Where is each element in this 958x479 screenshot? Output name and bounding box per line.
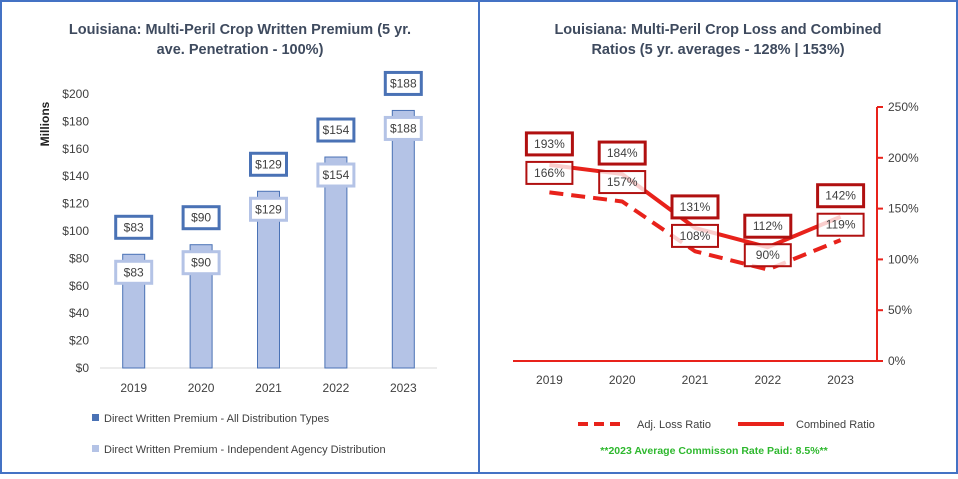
data-label-box: [383, 115, 423, 141]
ratio-chart-title-line1: Louisiana: Multi-Peril Crop Loss and Com…: [554, 22, 881, 38]
y-tick-label: $100: [62, 224, 89, 238]
ratio-chart-title-line2: Ratios (5 yr. averages - 128% | 153%): [591, 42, 844, 58]
x-tick-label: 2022: [323, 381, 350, 395]
premium-chart-x-axis: 2019 2020 2021 2022 2023: [120, 381, 417, 395]
data-label-independent-agency: $154: [323, 168, 350, 182]
premium-chart-title-line2: ave. Penetration - 100%): [157, 42, 324, 58]
data-label-box: [816, 212, 865, 237]
y-tick-label: $0: [76, 361, 90, 375]
premium-chart-title-line1: Louisiana: Multi-Peril Crop Written Prem…: [69, 22, 411, 38]
data-label-all-distribution: $90: [191, 211, 211, 225]
x-tick-label: 2022: [754, 373, 781, 387]
x-tick-label: 2019: [536, 373, 563, 387]
data-label-independent-agency: $83: [124, 265, 144, 279]
data-label-box: [816, 183, 866, 209]
data-label-adj-loss-ratio: 108%: [680, 229, 711, 243]
premium-bar: [257, 190, 280, 369]
data-label-box: [524, 131, 574, 157]
data-label-box: [743, 213, 793, 239]
data-label-box: [383, 70, 423, 96]
legend-swatch-all-distribution: [92, 414, 99, 421]
data-label-box: [525, 160, 574, 185]
data-label-combined-ratio: 112%: [753, 219, 783, 233]
data-label-box: [598, 170, 647, 195]
x-tick-label: 2021: [682, 373, 709, 387]
data-label-combined-ratio: 131%: [680, 200, 711, 214]
data-label-box: [316, 162, 356, 188]
y-tick-label: 200%: [888, 151, 919, 165]
y-tick-label: $80: [69, 251, 89, 265]
y-tick-label: 50%: [888, 303, 912, 317]
premium-chart-data-labels: $83 $83 $90 $90 $129 $129 $154 $154 $188 $188: [114, 70, 423, 285]
data-label-combined-ratio: 184%: [607, 146, 638, 160]
data-label-adj-loss-ratio: 90%: [756, 248, 780, 262]
data-label-combined-ratio: 142%: [825, 189, 856, 203]
premium-bar: [391, 109, 415, 369]
premium-bar: [324, 156, 348, 369]
y-tick-label: 150%: [888, 202, 919, 216]
data-label-box: [114, 214, 154, 240]
y-tick-label: $180: [62, 114, 89, 128]
data-label-box: [316, 117, 356, 143]
legend-swatch-independent-agency: [92, 445, 99, 452]
ratio-chart-data-labels: 193% 166% 184% 157% 131% 108% 112% 90% 142% 119%: [524, 131, 866, 268]
data-label-box: [743, 243, 792, 268]
data-label-box: [249, 196, 288, 222]
legend-label-adj-loss-ratio: Adj. Loss Ratio: [637, 419, 711, 431]
data-label-all-distribution: $188: [390, 76, 417, 90]
data-label-independent-agency: $90: [191, 256, 211, 270]
data-label-independent-agency: $129: [255, 202, 282, 216]
data-label-all-distribution: $154: [323, 123, 350, 137]
y-tick-label: $60: [69, 279, 89, 293]
premium-bar: [189, 244, 213, 369]
x-tick-label: 2020: [188, 381, 215, 395]
data-label-combined-ratio: 193%: [534, 137, 565, 151]
ratio-chart: Louisiana: Multi-Peril Crop Loss and Com…: [513, 22, 919, 457]
data-label-box: [597, 140, 647, 166]
adj-loss-ratio-line: [549, 190, 842, 272]
x-tick-label: 2023: [390, 381, 417, 395]
data-label-box: [670, 194, 720, 220]
commission-rate-footnote: **2023 Average Commisson Rate Paid: 8.5%…: [600, 445, 828, 457]
y-tick-label: $120: [62, 197, 89, 211]
legend-label-all-distribution: Direct Written Premium - All Distributio…: [104, 413, 330, 425]
x-tick-label: 2020: [609, 373, 636, 387]
data-label-all-distribution: $83: [124, 220, 144, 234]
y-tick-label: 0%: [888, 354, 906, 368]
y-tick-label: 100%: [888, 252, 919, 266]
data-label-box: [114, 259, 154, 285]
y-tick-label: $200: [62, 87, 89, 101]
y-tick-label: $20: [69, 334, 89, 348]
data-label-adj-loss-ratio: 119%: [826, 218, 856, 232]
premium-chart: Louisiana: Multi-Peril Crop Written Prem…: [38, 22, 437, 456]
x-tick-label: 2021: [255, 381, 282, 395]
legend-label-combined-ratio: Combined Ratio: [796, 419, 875, 431]
legend-label-independent-agency: Direct Written Premium - Independent Age…: [104, 444, 386, 456]
data-label-all-distribution: $129: [255, 157, 282, 171]
data-label-adj-loss-ratio: 157%: [607, 175, 638, 189]
premium-chart-y-axis: $0 $20 $40 $60 $80 $100 $120 $140 $160 $180 $200: [62, 87, 89, 375]
data-label-box: [181, 250, 221, 276]
x-tick-label: 2019: [120, 381, 147, 395]
data-label-adj-loss-ratio: 166%: [534, 166, 565, 180]
ratio-chart-y-axis: 0% 50% 100% 150% 200% 250%: [877, 100, 919, 368]
data-label-box: [671, 223, 719, 248]
y-tick-label: $160: [62, 142, 89, 156]
premium-chart-y-axis-title: Millions: [38, 101, 52, 146]
data-label-box: [249, 151, 288, 177]
data-label-box: [181, 205, 221, 231]
y-tick-label: 250%: [888, 100, 919, 114]
ratio-chart-x-axis: 2019 2020 2021 2022 2023: [536, 373, 854, 387]
data-label-independent-agency: $188: [390, 121, 417, 135]
y-tick-label: $40: [69, 306, 89, 320]
x-tick-label: 2023: [827, 373, 854, 387]
y-tick-label: $140: [62, 169, 89, 183]
